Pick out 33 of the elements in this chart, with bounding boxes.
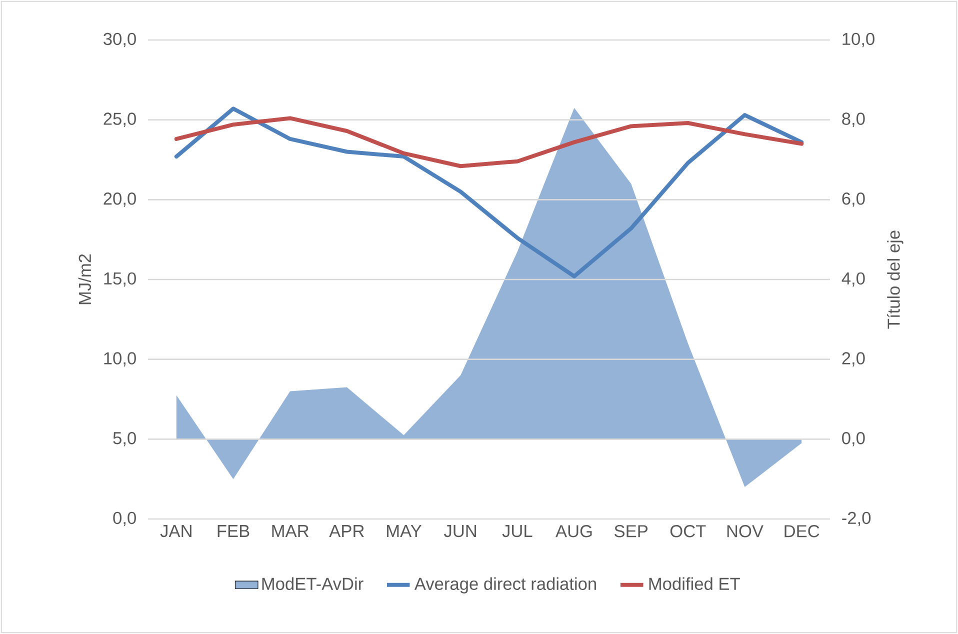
y2-tick-label: -2,0 — [842, 512, 871, 526]
x-tick-label: MAR — [272, 525, 309, 537]
legend-label: ModET-AvDir — [262, 577, 364, 590]
line-series — [174, 106, 804, 278]
x-tick-label: SEP — [614, 525, 648, 538]
line-series — [174, 116, 804, 168]
y2-axis-title: Título del eje — [886, 230, 904, 329]
x-tick-label: OCT — [670, 525, 706, 538]
y-axis-title: MJ/m2 — [78, 254, 92, 304]
x-tick-label: AUG — [556, 525, 592, 538]
x-tick-label: JUL — [502, 525, 532, 538]
x-tick-label: APR — [329, 525, 364, 537]
x-tick-label: JAN — [160, 525, 192, 538]
y2-tick-label: 4,0 — [842, 272, 865, 287]
legend-label: Modified ET — [649, 577, 740, 590]
x-tick-label: NOV — [727, 525, 764, 538]
y2-tick-label: 2,0 — [842, 352, 865, 366]
y-tick-label: 30,0 — [104, 32, 136, 48]
x-tick-label: JUN — [444, 525, 476, 538]
x-tick-label: MAY — [387, 525, 422, 537]
y-tick-label: 5,0 — [113, 432, 136, 446]
y2-tick-label: 8,0 — [842, 112, 865, 127]
y-tick-label: 10,0 — [104, 352, 136, 366]
x-tick-label: DEC — [784, 525, 820, 538]
y-tick-label: 20,0 — [104, 192, 136, 207]
legend-label: Average direct radiation — [414, 577, 596, 594]
y2-tick-label: 6,0 — [842, 192, 865, 207]
y-tick-label: 15,0 — [104, 272, 136, 287]
y-tick-label: 0,0 — [113, 512, 136, 526]
y2-tick-label: 0,0 — [842, 432, 865, 446]
x-tick-label: FEB — [218, 525, 250, 537]
y2-tick-label: 10,0 — [842, 32, 874, 48]
y-tick-label: 25,0 — [104, 112, 136, 127]
